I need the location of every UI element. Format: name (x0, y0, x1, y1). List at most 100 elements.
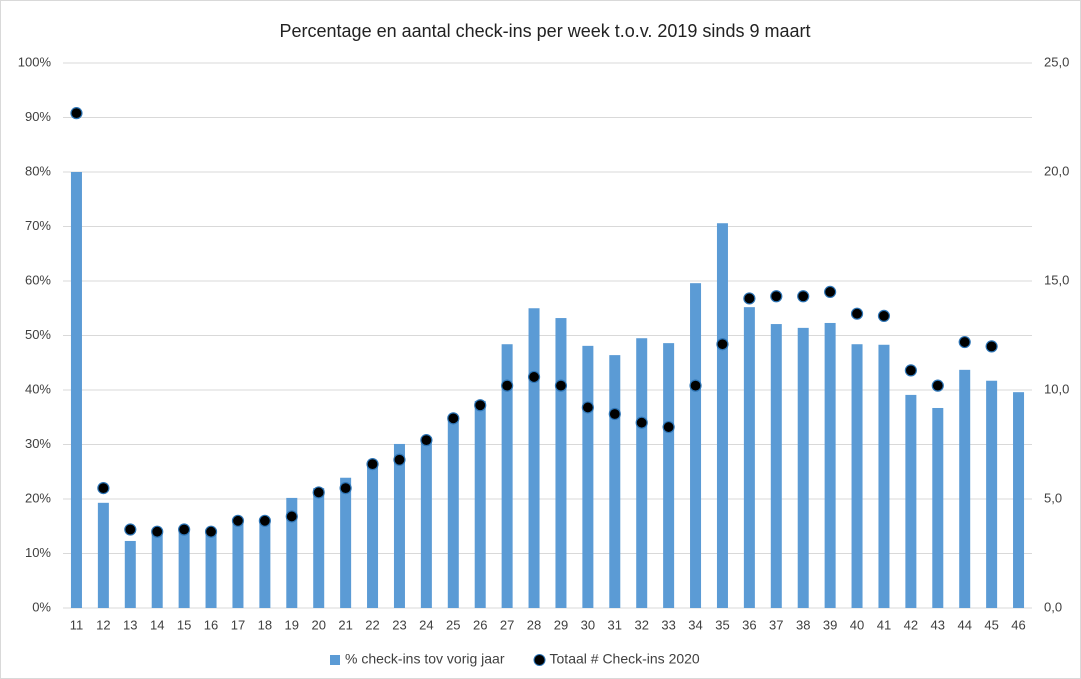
bar (124, 540, 136, 608)
legend-swatch (533, 654, 546, 666)
x-tick-label: 34 (688, 617, 702, 632)
dot (447, 412, 460, 425)
x-tick-label: 38 (796, 617, 810, 632)
dot (366, 458, 379, 471)
x-tick-label: 35 (715, 617, 729, 632)
x-tick-label: 31 (608, 617, 622, 632)
bar (70, 172, 82, 608)
x-tick-label: 23 (392, 617, 406, 632)
x-tick-label: 24 (419, 617, 433, 632)
x-tick-label: 36 (742, 617, 756, 632)
bar (851, 344, 863, 608)
dot (958, 335, 971, 349)
dot (608, 407, 621, 421)
dot (124, 523, 137, 536)
dot (581, 401, 594, 414)
dot (420, 434, 433, 447)
x-tick-label: 19 (285, 617, 299, 632)
bar (582, 345, 594, 608)
x-tick-label: 21 (338, 617, 352, 632)
bar (932, 407, 944, 608)
x-tick-label: 33 (661, 617, 675, 632)
y-tick-label: 0% (32, 599, 51, 614)
x-tick-label: 32 (634, 617, 648, 632)
dot (904, 364, 917, 377)
x-tick-label: 20 (311, 617, 325, 632)
bar (232, 520, 244, 608)
bar (420, 436, 432, 608)
bar (178, 528, 190, 608)
x-tick-label: 40 (850, 617, 864, 632)
dot (258, 514, 271, 527)
x-tick-label: 14 (150, 617, 164, 632)
y2-tick-label: 5,0 (1044, 490, 1062, 505)
dot (850, 307, 864, 320)
y-tick-label: 10% (25, 545, 51, 560)
x-tick-label: 27 (500, 617, 514, 632)
y2-tick-label: 10,0 (1044, 381, 1069, 396)
bar (501, 344, 513, 608)
x-tick-label: 13 (123, 617, 137, 632)
bar (97, 502, 109, 608)
bar (878, 344, 890, 608)
y2-tick-label: 0,0 (1044, 599, 1062, 614)
chart-title: Percentage en aantal check-ins per week … (280, 21, 811, 41)
bar (555, 318, 567, 608)
x-tick-label: 30 (581, 617, 595, 632)
x-tick-label: 46 (1011, 617, 1025, 632)
dot (743, 292, 756, 305)
x-tick-label: 29 (554, 617, 568, 632)
bar (205, 531, 217, 608)
y-tick-label: 100% (18, 54, 52, 69)
bar (905, 394, 917, 608)
x-tick-label: 25 (446, 617, 460, 632)
bar (824, 322, 836, 608)
y2-tick-label: 25,0 (1044, 54, 1069, 69)
y-tick-label: 60% (25, 272, 51, 287)
bar (986, 380, 998, 608)
y-tick-label: 40% (25, 381, 51, 396)
dot (97, 482, 110, 495)
x-tick-label: 43 (931, 617, 945, 632)
x-tick-label: 12 (96, 617, 110, 632)
bar (716, 223, 728, 609)
dot (285, 510, 298, 523)
bar (259, 518, 271, 608)
legend-swatch (330, 655, 340, 665)
legend-label: Totaal # Check-ins 2020 (550, 651, 700, 667)
dot (70, 107, 83, 120)
x-tick-label: 28 (527, 617, 541, 632)
dot (339, 482, 352, 495)
dot (554, 379, 568, 392)
dot (527, 370, 541, 384)
dot (797, 290, 810, 303)
dot (204, 525, 218, 538)
bar (636, 338, 648, 608)
x-tick-label: 26 (473, 617, 487, 632)
x-tick-label: 22 (365, 617, 379, 632)
bar (690, 283, 702, 608)
bar (313, 488, 325, 608)
y-tick-label: 70% (25, 218, 51, 233)
x-tick-label: 42 (904, 617, 918, 632)
dot (770, 290, 783, 303)
dot (151, 525, 164, 538)
bar (528, 308, 540, 608)
dot (474, 399, 487, 412)
bar (367, 463, 379, 608)
bar (959, 369, 971, 608)
y2-tick-label: 15,0 (1044, 272, 1069, 287)
bar (609, 355, 621, 608)
x-tick-label: 15 (177, 617, 191, 632)
x-tick-label: 44 (957, 617, 971, 632)
bar (797, 327, 809, 608)
y-tick-label: 90% (25, 109, 51, 124)
x-tick-label: 37 (769, 617, 783, 632)
x-tick-label: 16 (204, 617, 218, 632)
bar (340, 477, 352, 608)
y-tick-label: 80% (25, 163, 51, 178)
x-tick-label: 39 (823, 617, 837, 632)
y2-tick-label: 20,0 (1044, 163, 1069, 178)
dot (501, 379, 514, 392)
x-tick-label: 17 (231, 617, 245, 632)
